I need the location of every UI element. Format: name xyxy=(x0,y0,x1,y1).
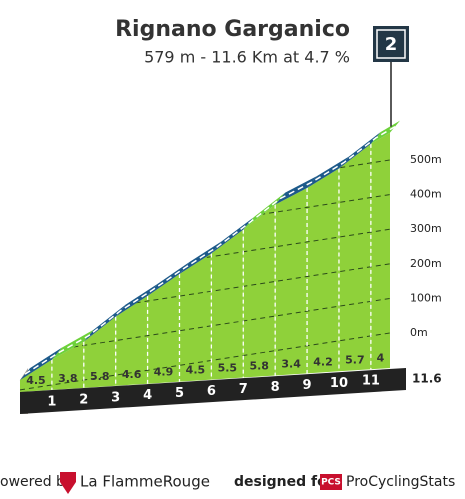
gradient-segment xyxy=(211,229,244,380)
gradient-label: 5.5 xyxy=(218,362,238,375)
gradient-label: 4.5 xyxy=(186,364,206,377)
brand-logo xyxy=(60,472,76,494)
km-label: 9 xyxy=(303,378,312,393)
gradient-segment xyxy=(147,273,180,384)
km-label: 8 xyxy=(271,380,280,395)
km-label: 5 xyxy=(175,386,184,401)
road-segment xyxy=(20,347,62,381)
gradient-label: 4.9 xyxy=(154,366,174,379)
km-label: 3 xyxy=(111,390,120,405)
km-label: 6 xyxy=(207,384,216,399)
chart-title: Rignano Garganico xyxy=(115,17,350,42)
gradient-segment xyxy=(51,341,84,390)
road-segment xyxy=(275,175,318,205)
category-badge-border xyxy=(376,29,406,59)
y-tick-label: 500m xyxy=(410,153,442,166)
gradient-label: 4.6 xyxy=(122,368,142,381)
km-label: 10 xyxy=(330,376,348,391)
chart-subtitle: 579 m - 11.6 Km at 4.7 % xyxy=(144,48,350,67)
gradient-segment xyxy=(20,359,52,392)
road-segment xyxy=(51,329,94,360)
powered-by: owered by xyxy=(0,474,73,490)
y-tick-label: 200m xyxy=(410,257,442,270)
km-label: 4 xyxy=(143,388,152,403)
y-tick-label: 300m xyxy=(410,222,442,235)
gradient-label: 4.5 xyxy=(26,374,46,387)
gradient-label: 3.4 xyxy=(281,357,301,370)
plot: 0m 100m 200m 300m 400m 500m 4.5 3.8 5.8 4.6 4.9 4.5… xyxy=(20,62,442,414)
y-tick-label: 400m xyxy=(410,188,442,201)
road-segment xyxy=(243,192,286,230)
road-centerline xyxy=(24,126,396,375)
pcs-logo-text: PCS xyxy=(321,478,341,488)
km-label: 2 xyxy=(79,392,88,407)
km-label: 7 xyxy=(239,382,248,397)
site-name: ProCyclingStats xyxy=(346,474,455,490)
y-tick-label: 100m xyxy=(410,291,442,304)
km-band xyxy=(20,368,406,414)
gradient-segment xyxy=(307,168,339,374)
gradient-label: 5.7 xyxy=(345,353,365,366)
gradient-segment xyxy=(275,187,308,376)
road-segment xyxy=(211,217,254,254)
km-label: 11.6 xyxy=(412,372,442,386)
gradient-segment xyxy=(115,295,148,386)
gradient-segment xyxy=(83,316,116,388)
gradient-label: 5.8 xyxy=(90,370,110,383)
gradient-label: 4.2 xyxy=(313,355,333,368)
gradient-segment xyxy=(179,253,212,382)
pcs-logo xyxy=(320,474,342,490)
gradient-segment xyxy=(370,132,390,370)
category-label: 2 xyxy=(385,34,398,55)
km-label: 11 xyxy=(362,374,380,389)
gradient-segment xyxy=(243,204,276,378)
gradient-label: 3.8 xyxy=(58,372,78,385)
footer: owered by La FlammeRouge designed for PC… xyxy=(0,472,455,494)
km-label: 1 xyxy=(47,394,56,409)
y-tick-label: 0m xyxy=(410,326,428,339)
gradient-label: 5.8 xyxy=(249,359,269,372)
category-badge xyxy=(373,26,409,62)
designed-for: designed for xyxy=(234,474,334,490)
gradient-segment xyxy=(338,143,371,372)
gradient-label: 4 xyxy=(377,352,385,365)
brand-name: La FlammeRouge xyxy=(80,473,210,491)
